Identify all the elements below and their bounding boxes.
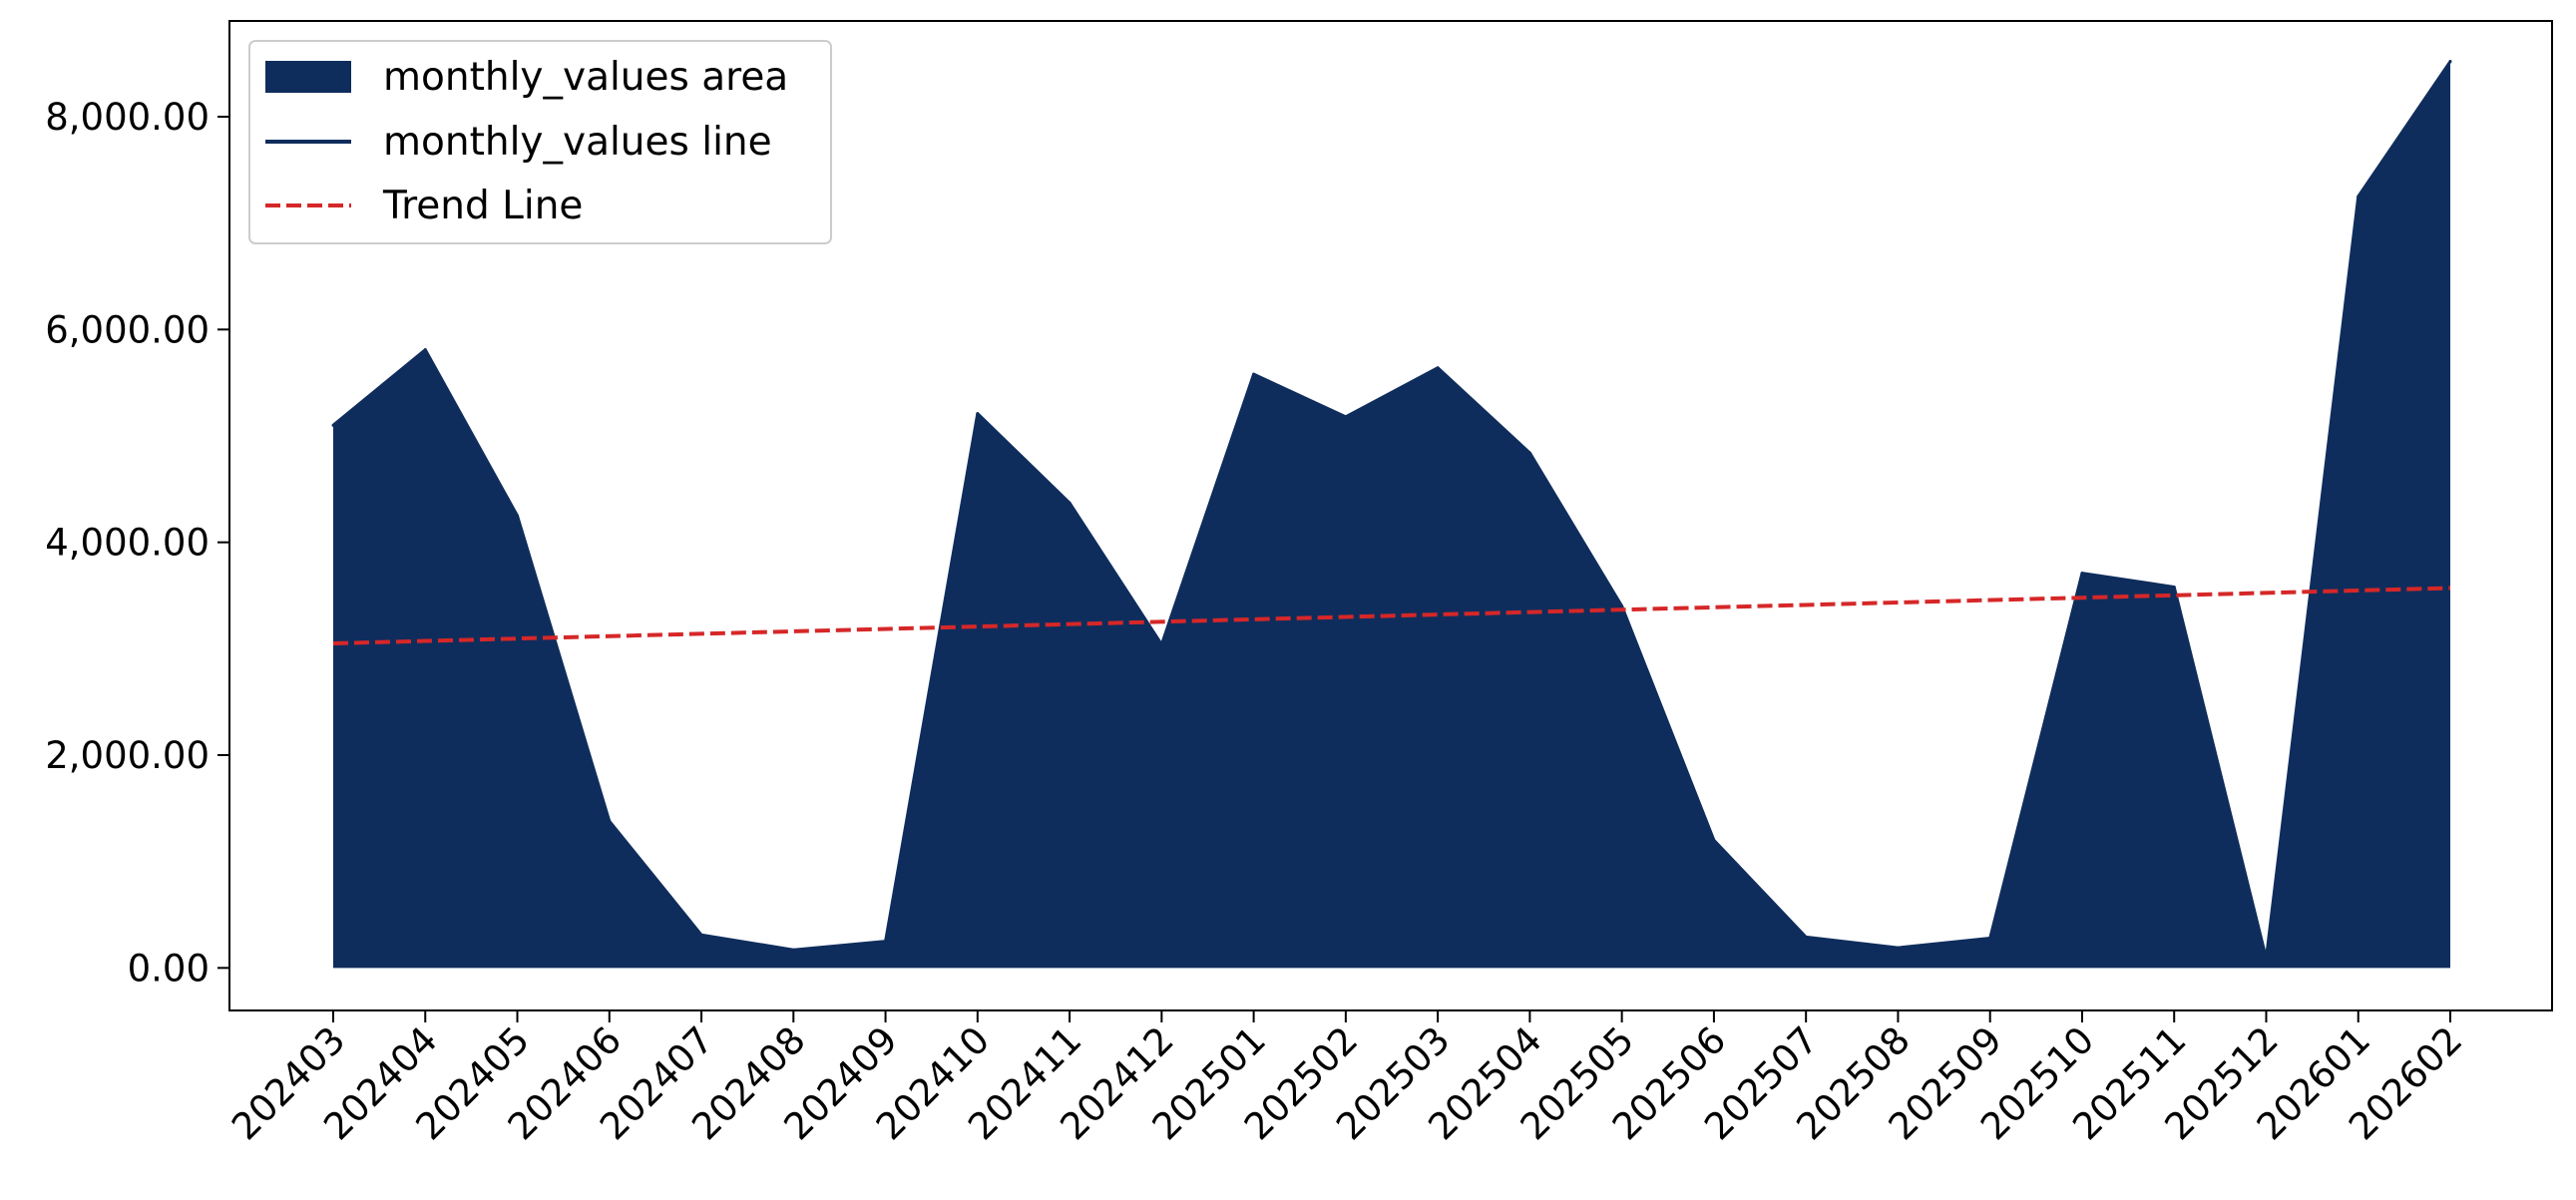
data-point [1988, 936, 1992, 940]
legend-swatch-area [265, 61, 351, 93]
legend-label: monthly_values area [383, 55, 788, 100]
data-point [1252, 372, 1256, 376]
data-point [1527, 451, 1531, 455]
data-point [423, 348, 427, 352]
data-point [2264, 957, 2268, 961]
data-point [2172, 585, 2176, 589]
trend-line [332, 586, 2451, 645]
data-point [884, 940, 888, 944]
data-point [1436, 366, 1440, 370]
data-point [2080, 572, 2084, 576]
plot-frame [228, 20, 2553, 1011]
legend-label: Trend Line [382, 184, 583, 228]
plot-area [331, 60, 2452, 969]
series-line [332, 60, 2452, 961]
data-point [791, 948, 795, 952]
legend: monthly_values area monthly_values line Tr… [248, 40, 832, 244]
data-point [1344, 415, 1348, 419]
data-point [1712, 838, 1716, 842]
y-tick-label: 8,000.00 [45, 96, 210, 139]
data-point [699, 933, 703, 937]
area-fill [333, 61, 2450, 969]
y-tick-label: 2,000.00 [45, 734, 210, 777]
data-point [608, 819, 612, 823]
legend-label: monthly_values line [383, 120, 772, 165]
y-tick-label: 4,000.00 [45, 522, 210, 565]
data-point [516, 514, 520, 518]
data-point [976, 412, 980, 416]
data-point [1896, 946, 1900, 950]
data-point [1159, 642, 1163, 646]
data-point [1620, 604, 1624, 608]
y-tick-label: 0.00 [128, 947, 210, 990]
data-point [2448, 60, 2452, 64]
data-point [1804, 935, 1808, 939]
legend-box [248, 40, 832, 244]
y-tick-label: 6,000.00 [45, 308, 210, 351]
data-point [2357, 195, 2361, 199]
x-axis: 2024032024042024052024062024072024082024… [223, 1010, 2470, 1148]
data-point [331, 423, 335, 427]
y-axis: 0.00 2,000.00 4,000.00 6,000.00 8,000.00 [45, 96, 229, 990]
data-point [1068, 501, 1072, 505]
